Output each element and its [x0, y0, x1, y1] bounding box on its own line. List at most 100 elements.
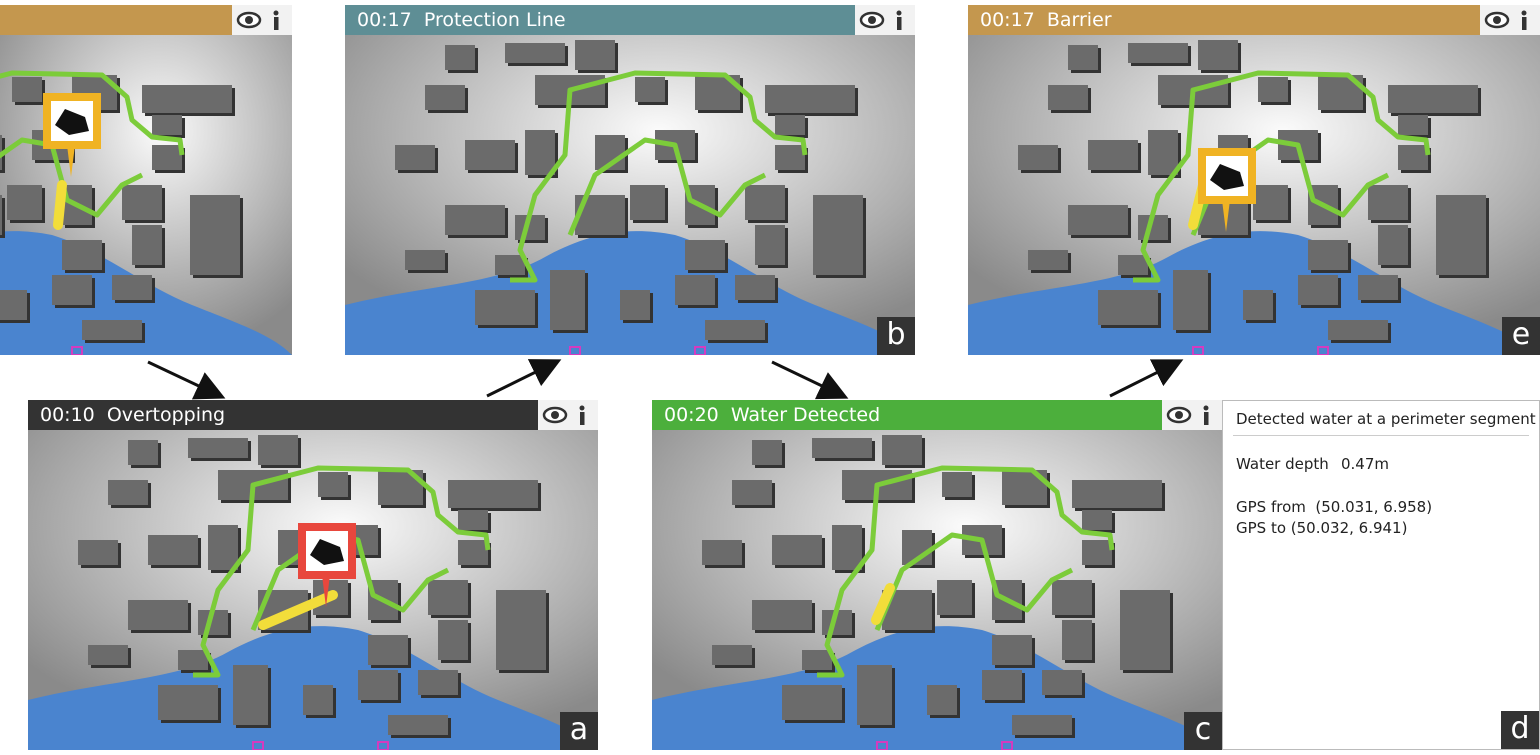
info-icon[interactable] — [1521, 10, 1527, 31]
building — [1358, 275, 1398, 300]
building — [358, 670, 398, 700]
protection-line — [1133, 70, 1431, 283]
arrow — [486, 359, 562, 398]
divider — [1233, 435, 1529, 436]
building — [1398, 145, 1428, 170]
eye-icon[interactable] — [1166, 406, 1192, 424]
building — [1082, 540, 1112, 565]
building — [465, 140, 515, 170]
building — [496, 590, 546, 670]
building — [0, 290, 27, 320]
building — [425, 85, 465, 110]
building — [405, 250, 445, 270]
arrow — [147, 360, 226, 400]
barrier — [53, 180, 67, 230]
building — [942, 472, 972, 497]
pin-icon — [1210, 164, 1244, 190]
sensor-marker — [1001, 741, 1013, 750]
building — [258, 435, 298, 465]
building — [1012, 715, 1072, 735]
protection-line — [874, 532, 1074, 631]
map — [28, 430, 598, 750]
map — [652, 430, 1222, 750]
building — [702, 540, 742, 565]
building — [1378, 225, 1408, 265]
building — [675, 275, 715, 305]
panel-title: 00:17 Barrier — [968, 5, 1540, 35]
building — [575, 40, 615, 70]
building — [992, 635, 1032, 665]
eye-pupil — [1493, 16, 1501, 24]
building — [1198, 40, 1238, 70]
eye-icon[interactable] — [236, 11, 262, 29]
building — [1328, 320, 1388, 340]
building — [152, 145, 182, 170]
info-bar — [274, 17, 279, 30]
building — [0, 195, 2, 235]
protection-line — [510, 70, 808, 283]
building — [88, 645, 128, 665]
panel-partial — [0, 5, 292, 355]
building — [178, 650, 208, 670]
building — [128, 600, 188, 630]
info-icon[interactable] — [1203, 405, 1209, 426]
building — [772, 535, 822, 565]
panel-label: d — [1501, 711, 1539, 749]
icon-group — [542, 405, 585, 426]
map — [0, 35, 292, 355]
building — [1118, 255, 1148, 275]
building — [813, 195, 863, 275]
pin-tail — [322, 575, 330, 607]
building — [1048, 85, 1088, 110]
building — [635, 77, 665, 102]
info-dot — [1203, 405, 1209, 411]
panel-label: b — [877, 317, 915, 355]
icon-group — [236, 10, 279, 31]
building — [812, 438, 872, 458]
eye-icon[interactable] — [1484, 11, 1510, 29]
pin-tail — [1222, 200, 1230, 232]
sensor-marker — [1317, 346, 1329, 355]
building — [1398, 115, 1428, 135]
info-icon[interactable] — [896, 10, 902, 31]
protection-line — [193, 465, 491, 678]
info-icon[interactable] — [579, 405, 585, 426]
info-icon[interactable] — [273, 10, 279, 31]
protection-line — [250, 532, 450, 631]
building — [752, 440, 782, 465]
building — [712, 645, 752, 665]
panel-label: a — [560, 712, 598, 750]
building — [1148, 130, 1178, 175]
building — [418, 670, 458, 695]
icon-group — [1484, 10, 1527, 31]
panel-title: 00:17 Protection Line — [345, 5, 915, 35]
eye-icon[interactable] — [859, 11, 885, 29]
building — [752, 600, 812, 630]
building — [438, 620, 468, 660]
gps-from: GPS from (50.031, 6.958) — [1236, 498, 1433, 516]
building — [1243, 290, 1273, 320]
building — [458, 510, 488, 530]
building — [630, 185, 665, 220]
building — [1028, 250, 1068, 270]
building — [1068, 45, 1098, 70]
sensor-marker — [569, 346, 581, 355]
info-heading: Detected water at a perimeter segment — [1236, 410, 1536, 428]
eye-pupil — [245, 16, 253, 24]
building — [448, 480, 538, 508]
building — [505, 43, 565, 63]
building — [1018, 145, 1058, 170]
panel-c: 00:20 Water Detected c — [652, 400, 1222, 750]
eye-icon[interactable] — [542, 406, 568, 424]
info-panel: Detected water at a perimeter segment Wa… — [1222, 400, 1540, 750]
building — [782, 685, 842, 720]
panel-title: 00:20 Water Detected — [652, 400, 1222, 430]
building — [1388, 85, 1478, 113]
info-dot — [896, 10, 902, 16]
building — [982, 670, 1022, 700]
building — [122, 185, 162, 220]
building — [1173, 270, 1208, 330]
building — [428, 580, 468, 615]
info-bar — [1522, 17, 1527, 30]
panel-b: 00:17 Protection Line b — [345, 5, 915, 355]
